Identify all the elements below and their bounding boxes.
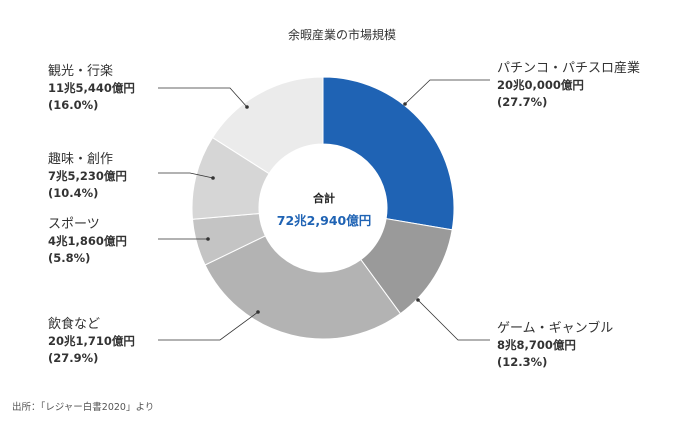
label-percent: (10.4%): [48, 186, 99, 200]
chart-title: 余暇産業の市場規模: [287, 28, 396, 42]
label-pachinko: パチンコ・パチスロ産業 20兆0,000億円 (27.7%): [497, 60, 640, 111]
label-percent: (27.7%): [497, 95, 548, 109]
center-label: 合計: [313, 192, 335, 205]
label-value: 11兆5,440億円: [48, 81, 135, 95]
leader-dot: [416, 298, 420, 302]
label-value: 20兆0,000億円: [497, 78, 584, 92]
leader-dot: [206, 237, 210, 241]
label-percent: (5.8%): [48, 251, 91, 265]
label-value: 20兆1,710億円: [48, 334, 135, 348]
source-note: 出所：「レジャー白書2020」より: [12, 402, 155, 413]
center-total: 合計 72兆2,940億円: [254, 190, 394, 229]
label-value: 8兆8,700億円: [497, 338, 576, 352]
leader-dot: [211, 176, 215, 180]
label-percent: (12.3%): [497, 355, 548, 369]
label-percent: (16.0%): [48, 98, 99, 112]
leader-dot: [403, 102, 407, 106]
label-name: ゲーム・ギャンブル: [497, 321, 614, 336]
label-name: 観光・行楽: [48, 64, 114, 79]
leader-line: [417, 299, 490, 341]
donut-slice: [322, 76, 455, 231]
label-value: 4兆1,860億円: [48, 234, 127, 248]
label-tourism: 観光・行楽 11兆5,440億円 (16.0%): [48, 63, 135, 114]
label-game-gamble: ゲーム・ギャンブル 8兆8,700億円 (12.3%): [497, 320, 613, 371]
leader-dot: [256, 310, 260, 314]
label-name: 飲食など: [48, 317, 101, 332]
label-food: 飲食など 20兆1,710億円 (27.9%): [48, 316, 135, 367]
donut-slice: [211, 76, 324, 175]
leader-line: [158, 311, 259, 341]
donut-slice: [204, 235, 402, 340]
leader-dot: [245, 105, 249, 109]
label-percent: (27.9%): [48, 351, 99, 365]
label-name: 趣味・創作: [48, 152, 114, 167]
label-hobby: 趣味・創作 7兆5,230億円 (10.4%): [48, 151, 127, 202]
center-value: 72兆2,940億円: [276, 213, 372, 228]
leader-line: [158, 172, 214, 179]
leader-line: [404, 79, 490, 105]
label-name: スポーツ: [48, 217, 100, 232]
label-name: パチンコ・パチスロ産業: [497, 61, 641, 76]
label-value: 7兆5,230億円: [48, 169, 127, 183]
leader-line: [158, 87, 248, 108]
label-sports: スポーツ 4兆1,860億円 (5.8%): [48, 216, 127, 267]
